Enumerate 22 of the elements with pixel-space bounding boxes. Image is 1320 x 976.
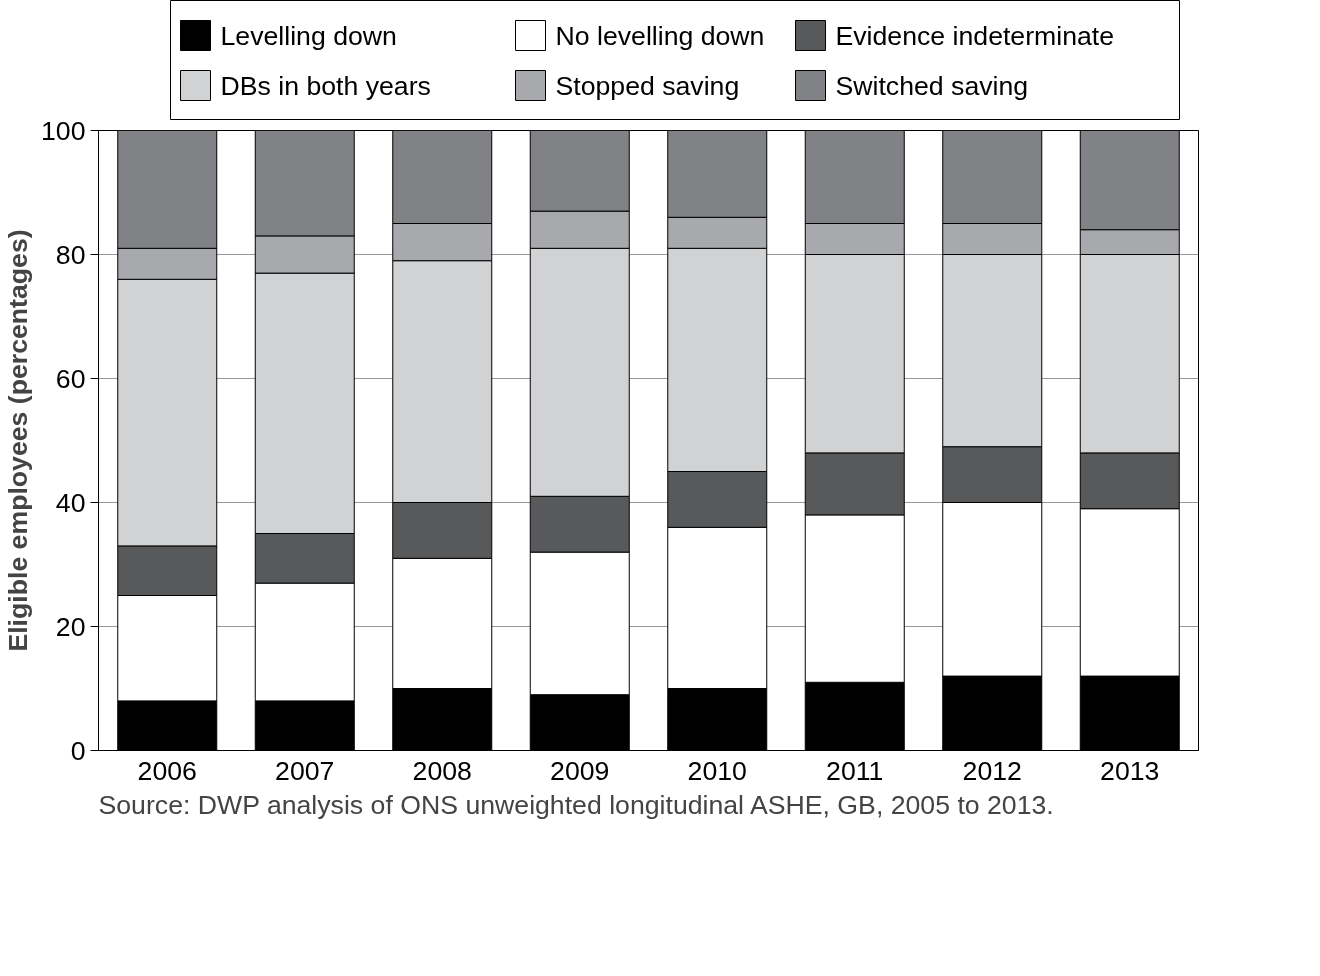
y-tick-label: 80 [55, 239, 86, 270]
x-tick-label: 2012 [962, 755, 1022, 786]
y-axis-title: Eligible employees (percentages) [3, 229, 34, 652]
y-tick-label: 60 [55, 363, 86, 394]
x-tick-label: 2011 [826, 755, 884, 786]
y-tick-label: 20 [55, 611, 86, 642]
source-note: Source: DWP analysis of ONS unweighted longitudinal ASHE, GB, 2005 to 2013. [98, 789, 1054, 820]
x-tick-label: 2010 [687, 755, 747, 786]
legend-label: No levelling down [555, 20, 765, 51]
y-tick-label: 100 [41, 115, 86, 146]
x-tick-label: 2008 [412, 755, 472, 786]
x-tick-label: 2007 [275, 755, 335, 786]
x-tick-label: 2013 [1100, 755, 1160, 786]
x-tick-label: 2006 [137, 755, 197, 786]
x-tick-label: 2009 [550, 755, 610, 786]
y-tick-label: 0 [70, 735, 86, 766]
legend-label: Stopped saving [555, 70, 740, 101]
legend-label: DBs in both years [220, 70, 431, 101]
legend-label: Switched saving [835, 70, 1029, 101]
legend-label: Levelling down [220, 20, 397, 51]
legend-label: Evidence indeterminate [835, 20, 1115, 51]
y-tick-label: 40 [55, 487, 86, 518]
